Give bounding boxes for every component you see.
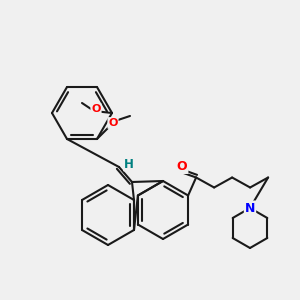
Text: O: O xyxy=(108,118,118,128)
Text: N: N xyxy=(245,202,255,214)
Text: H: H xyxy=(124,158,134,170)
Text: O: O xyxy=(177,160,188,173)
Text: O: O xyxy=(91,104,101,114)
